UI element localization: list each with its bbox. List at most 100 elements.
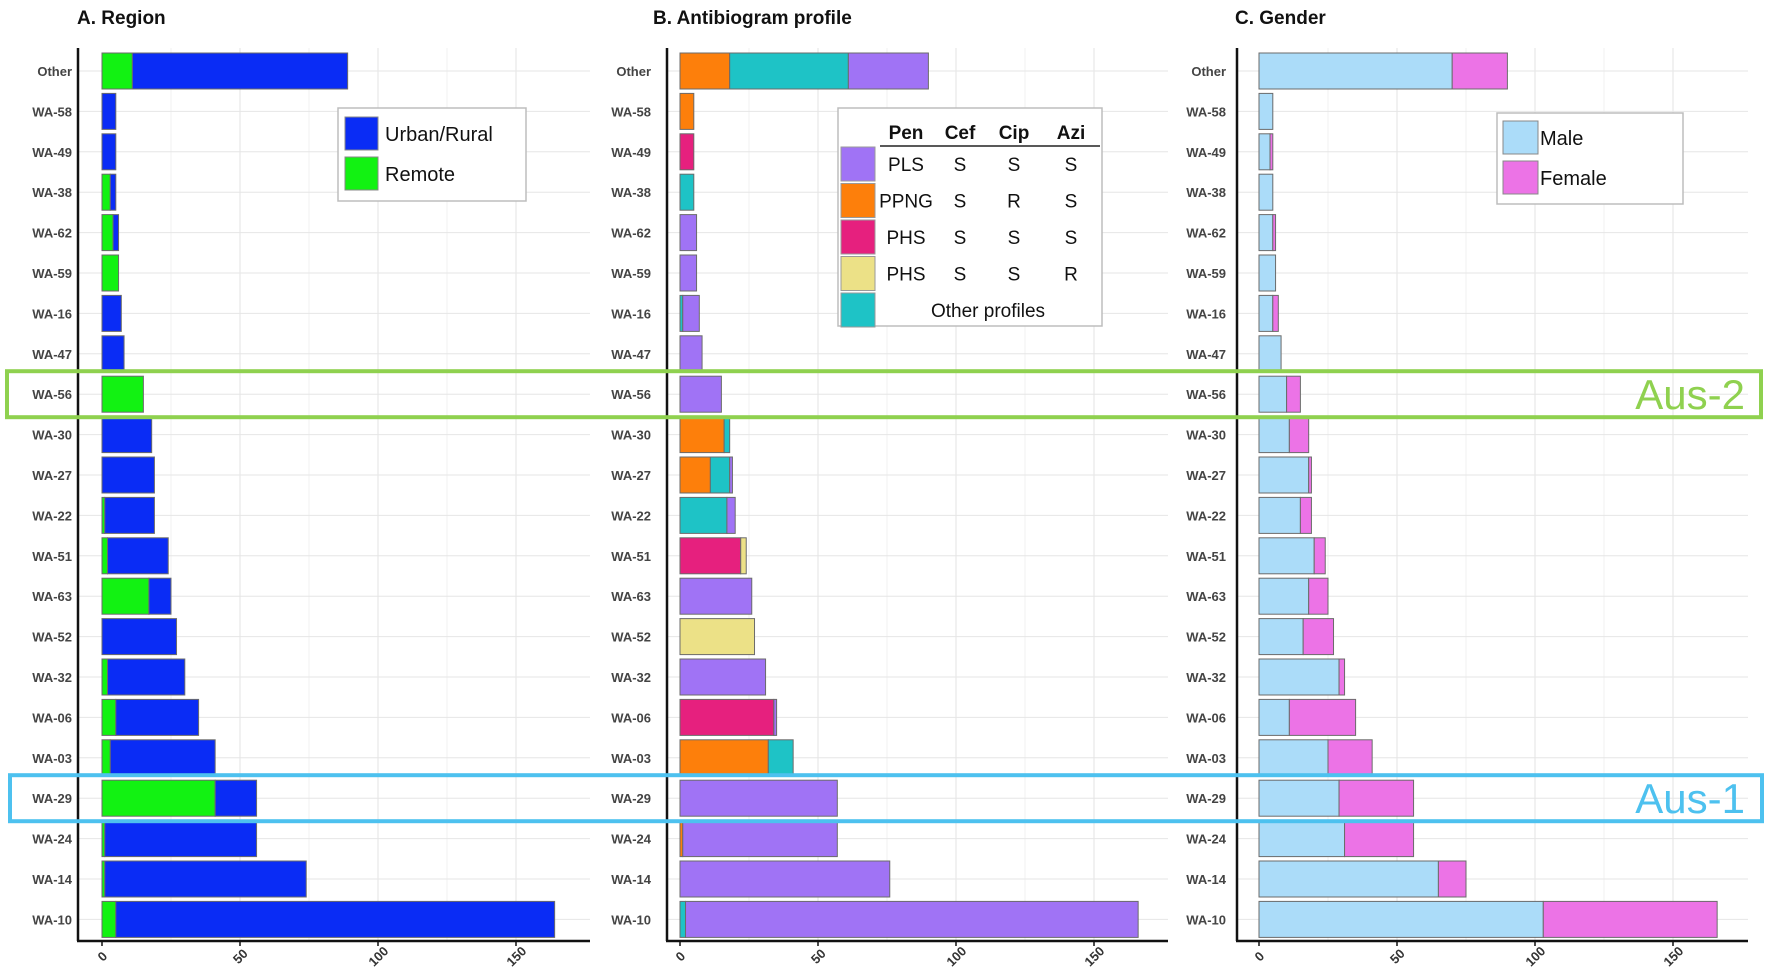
category-label: WA-62 (611, 226, 651, 241)
bar-segment (107, 537, 169, 575)
category-label: WA-14 (611, 872, 652, 887)
category-label: WA-51 (611, 549, 651, 564)
category-label: WA-16 (611, 306, 651, 321)
category-label: WA-52 (32, 630, 72, 645)
bar-segment (1258, 537, 1315, 575)
legend-table-cell: Other profiles (931, 301, 1045, 322)
category-label: WA-03 (1186, 751, 1226, 766)
legend-table-cell: PHS (886, 265, 925, 286)
x-tick-label: 50 (808, 946, 829, 967)
category-label: WA-52 (1186, 630, 1226, 645)
bar-segment (101, 335, 125, 373)
category-label: WA-10 (611, 912, 651, 927)
highlight-box (8, 773, 1764, 824)
bar-segment (740, 537, 747, 575)
x-tick-label: 100 (365, 943, 391, 969)
category-label: WA-14 (1186, 872, 1227, 887)
bar-segment (1258, 456, 1310, 494)
category-label: WA-30 (1186, 428, 1226, 443)
bar-segment (101, 294, 122, 332)
bars (1258, 52, 1718, 938)
bar-segment (679, 52, 731, 90)
legend-table-cell: S (954, 228, 967, 249)
category-label: WA-16 (1186, 306, 1226, 321)
category-label: WA-58 (1186, 104, 1226, 119)
bar-segment (1258, 900, 1544, 938)
category-label: WA-51 (32, 549, 72, 564)
bar-segment (1313, 537, 1326, 575)
bar-segment (1308, 577, 1329, 615)
category-label: WA-63 (1186, 589, 1226, 604)
bar-segment (115, 900, 556, 938)
bar-segment (101, 779, 216, 817)
bar-segment (726, 496, 736, 534)
bar-segment (101, 92, 117, 130)
bar-segment (1299, 496, 1312, 534)
category-label: WA-32 (1186, 670, 1226, 685)
bar-segment (1272, 294, 1279, 332)
bar-segment (723, 416, 731, 454)
bar-segment (729, 456, 733, 494)
bars (101, 52, 556, 938)
category-label: WA-62 (1186, 226, 1226, 241)
highlight-aus-2: Aus-2 (5, 369, 1763, 420)
category-label: WA-58 (611, 104, 651, 119)
x-tick-label: 50 (230, 946, 251, 967)
highlight-aus-1: Aus-1 (8, 773, 1764, 824)
bar-segment (1344, 820, 1415, 858)
category-label: Other (37, 64, 72, 79)
bar-segment (104, 860, 307, 898)
bar-segment (679, 335, 703, 373)
bar-segment (1258, 779, 1340, 817)
category-label: WA-58 (32, 104, 72, 119)
category-label: WA-16 (32, 306, 72, 321)
bar-segment (679, 173, 695, 211)
category-label: WA-56 (611, 387, 651, 402)
bar-segment (101, 52, 133, 90)
legend-swatch (840, 292, 876, 328)
bar-segment (1258, 860, 1439, 898)
category-label: WA-47 (1186, 347, 1226, 362)
bar-segment (214, 779, 258, 817)
legend-swatch (840, 146, 876, 182)
bar-segment (679, 254, 698, 292)
category-label: WA-59 (611, 266, 651, 281)
bar-segment (1451, 52, 1508, 90)
bar-segment (1258, 214, 1274, 252)
category-label: WA-59 (32, 266, 72, 281)
bar-segment (101, 739, 111, 777)
category-label: WA-56 (1186, 387, 1226, 402)
bar-segment (1258, 294, 1274, 332)
category-label: WA-49 (32, 145, 72, 160)
bar-segment (773, 698, 778, 736)
category-label: WA-38 (611, 185, 651, 200)
bar-segment (109, 739, 216, 777)
legend-table-cell: S (1008, 155, 1021, 176)
bar-segment (1272, 214, 1277, 252)
bar-segment (679, 92, 695, 130)
category-label: WA-29 (32, 791, 72, 806)
category-label: WA-29 (1186, 791, 1226, 806)
bar-segment (1258, 739, 1329, 777)
bar-segment (1258, 52, 1453, 90)
panel-2: B. Antibiogram profile Other WA-58 WA-49 WA-… (611, 8, 1168, 969)
bar-segment (101, 618, 178, 656)
highlight-box (5, 369, 1763, 420)
bar-segment (1288, 698, 1357, 736)
legend-table-header: Azi (1057, 123, 1086, 144)
bar-segment (1302, 618, 1335, 656)
bar-segment (1258, 92, 1274, 130)
legend-table-header: Pen (889, 123, 924, 144)
bar-segment (101, 658, 109, 696)
bar-segment (767, 739, 794, 777)
category-label: WA-22 (1186, 508, 1226, 523)
bar-segment (101, 133, 117, 171)
category-label: WA-32 (32, 670, 72, 685)
bar-segment (1258, 375, 1288, 413)
legend-table-cell: PPNG (879, 192, 933, 213)
bar-segment (104, 496, 155, 534)
x-tick-label: 100 (1522, 943, 1548, 969)
legend-table-cell: S (954, 155, 967, 176)
bar-segment (679, 375, 722, 413)
